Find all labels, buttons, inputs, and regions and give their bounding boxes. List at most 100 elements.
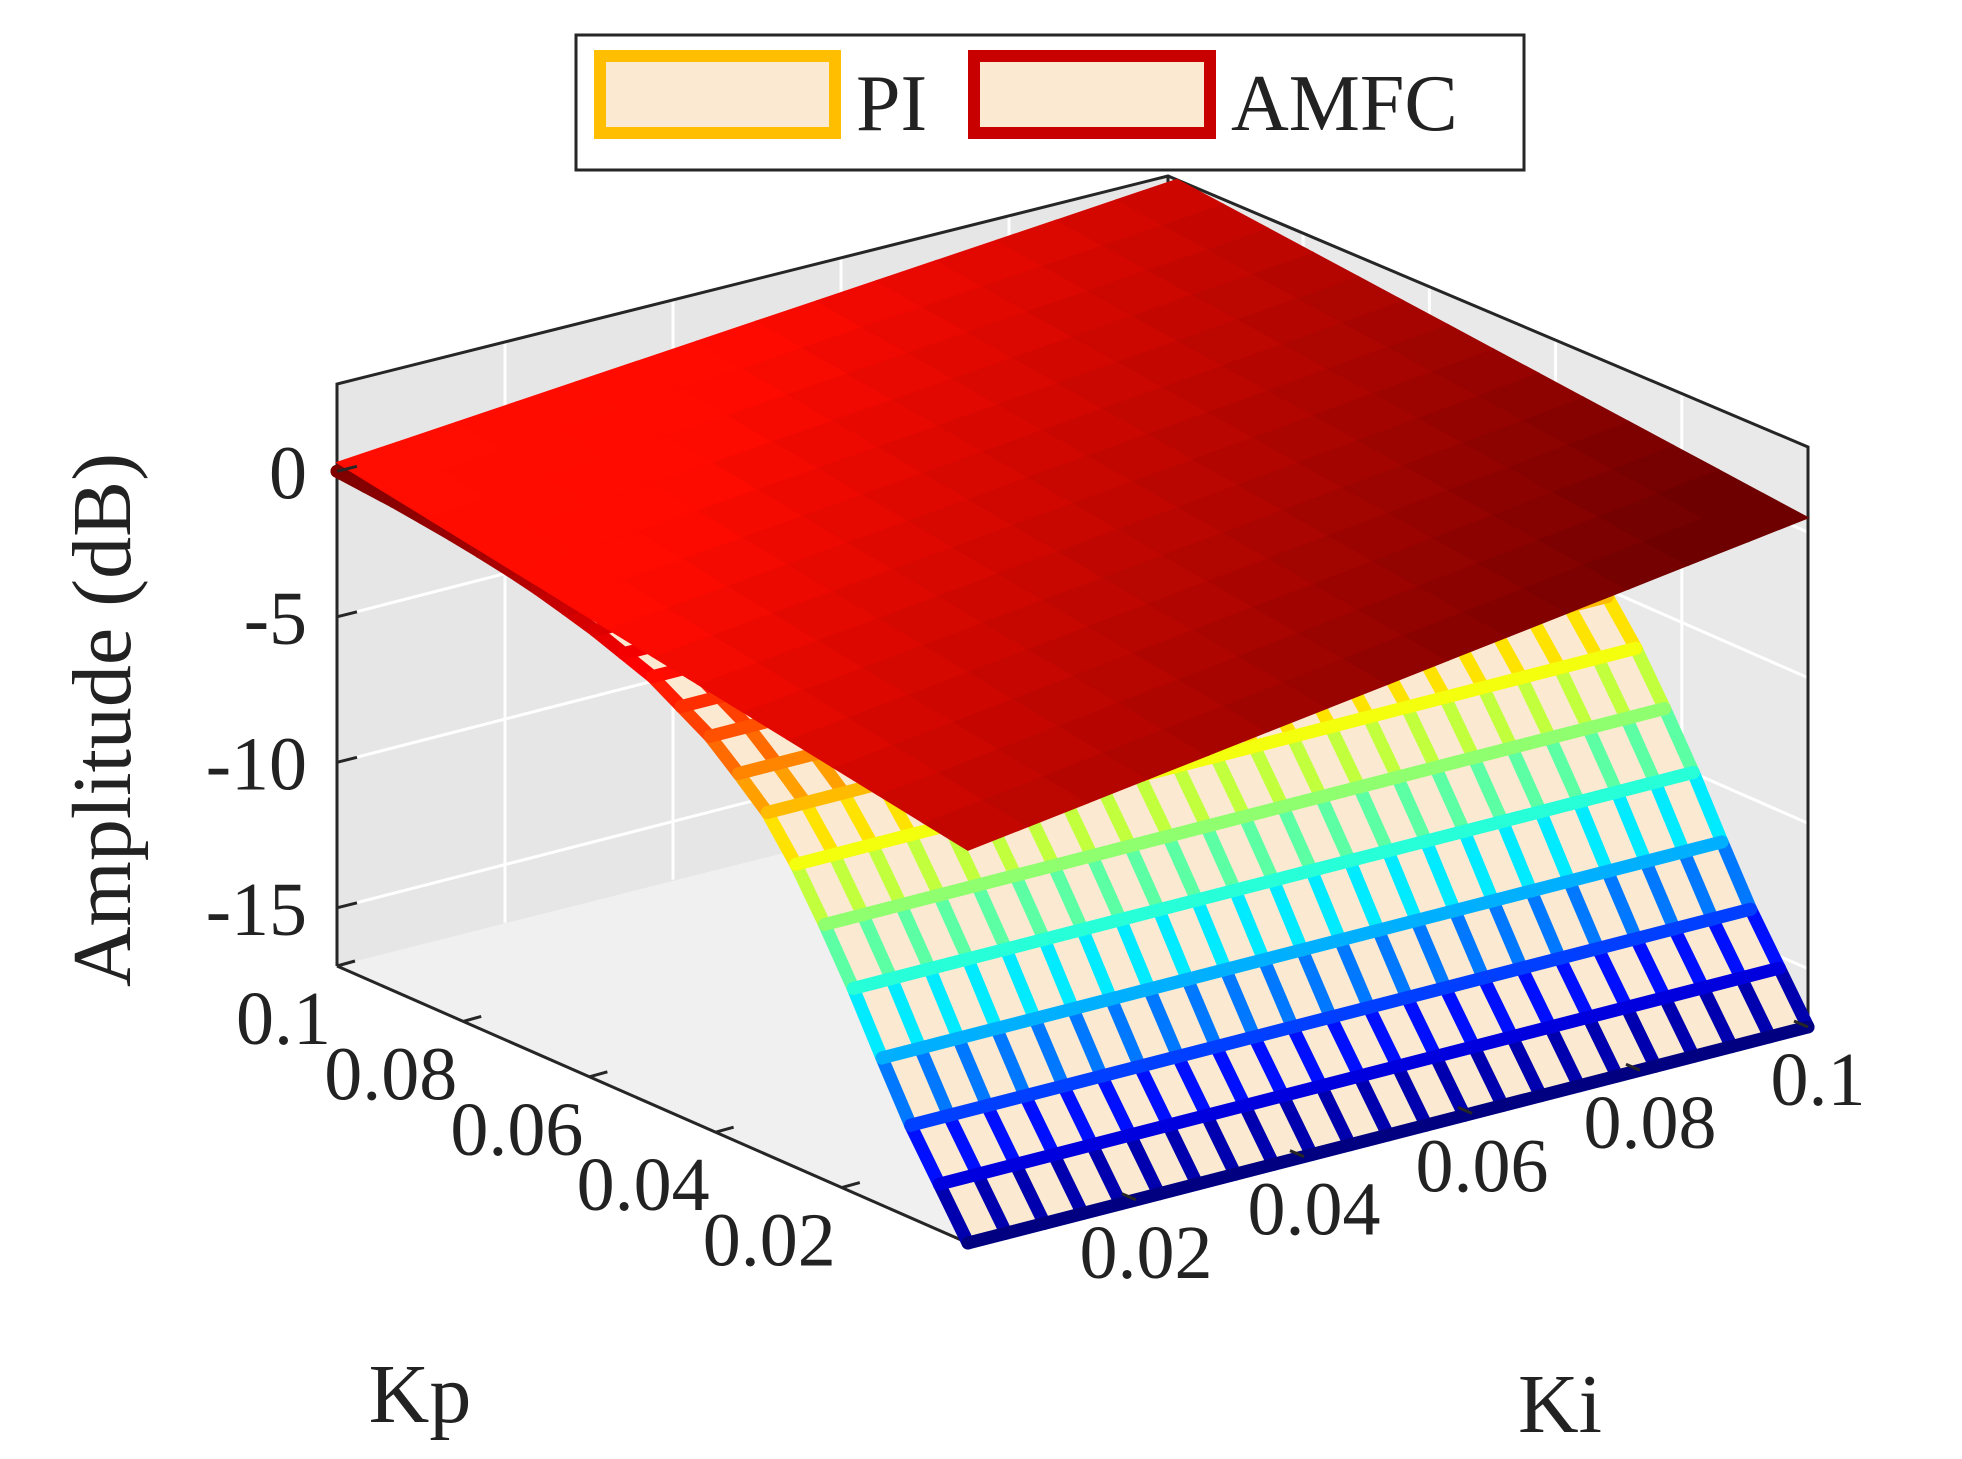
pi-mesh-segment (846, 981, 889, 1065)
pi-mesh-segment (1180, 972, 1223, 1054)
pi-mesh-segment (1047, 859, 1089, 936)
pi-mesh-segment (1581, 1010, 1624, 1083)
pi-mesh-segment (1505, 741, 1548, 819)
kp-tick-mark (715, 1125, 735, 1134)
pi-mesh-segment (875, 1051, 918, 1132)
pi-mesh-segment (1705, 912, 1748, 985)
pi-mesh-segment (1056, 1079, 1099, 1152)
legend-label-pi: PI (856, 60, 927, 148)
pi-mesh-segment (1276, 1089, 1319, 1162)
pi-mesh-segment (1648, 775, 1691, 859)
pi-mesh-segment (1247, 1030, 1290, 1103)
pi-mesh-segment (1619, 711, 1662, 789)
pi-mesh-segment (827, 847, 870, 922)
pi-mesh-segment (1018, 1089, 1061, 1162)
pi-mesh-segment (1715, 835, 1758, 916)
pi-mesh-segment (1476, 681, 1519, 755)
pi-mesh-segment (1104, 992, 1147, 1073)
pi-mesh-line (961, 1020, 1815, 1250)
kp-axis-title: Kp (369, 1348, 472, 1441)
kp-axis-line (336, 964, 969, 1245)
ki-tick-mark (1793, 1019, 1809, 1029)
kp-tick-label: 0.1 (236, 977, 331, 1061)
pi-mesh-segment (1438, 981, 1481, 1054)
pi-mesh-segment (1696, 981, 1739, 1054)
pi-mesh-segment (1133, 769, 1175, 843)
legend-swatch-amfc (968, 50, 1216, 139)
pi-mesh-segment (1562, 599, 1605, 665)
kp-tick-label: 0.06 (450, 1088, 583, 1172)
pi-mesh-segment (1161, 1118, 1204, 1191)
pi-mesh-segment (1534, 805, 1576, 888)
pi-mesh-segment (789, 857, 832, 931)
pi-mesh-segment (1314, 790, 1357, 868)
pi-mesh-line (932, 961, 1786, 1191)
pi-mesh-segment (1476, 971, 1519, 1044)
pi-mesh-segment (1581, 721, 1624, 799)
pi-mesh-segment (1562, 874, 1605, 955)
pi-mesh-segment (1390, 770, 1433, 848)
pi-mesh-segment (1123, 1128, 1166, 1201)
pi-mesh-segment (961, 952, 1003, 1035)
pi-mesh-segment (1514, 671, 1557, 745)
pi-mesh-segment (1085, 1138, 1128, 1211)
pi-mesh-line (875, 835, 1729, 1065)
pi-mesh-segment (1295, 943, 1338, 1024)
z-tick-mark (336, 464, 358, 473)
pi-mesh-segment (1362, 1000, 1404, 1073)
pi-mesh-segment (837, 786, 879, 852)
pi-mesh-segment (1515, 961, 1557, 1034)
pi-mesh-segment (1391, 1059, 1433, 1132)
ki-tick-mark (1457, 1106, 1473, 1115)
ki-tick-label: 0.08 (1584, 1081, 1717, 1165)
pi-mesh-segment (703, 729, 746, 780)
pi-mesh-segment (1438, 690, 1481, 765)
pi-mesh-segment (1553, 661, 1595, 735)
pi-mesh-segment (1314, 1079, 1357, 1152)
pi-mesh-segment (903, 828, 946, 902)
pi-mesh-segment (1219, 963, 1261, 1044)
pi-mesh-segment (856, 908, 898, 986)
pi-mesh-segment (1591, 651, 1633, 725)
pi-mesh-segment (1247, 739, 1290, 814)
surfaces (330, 178, 1815, 1250)
pi-mesh-segment (1266, 873, 1309, 957)
pi-mesh-segment (990, 1021, 1032, 1103)
pi-mesh-segment (770, 757, 812, 810)
pi-mesh-segment (923, 962, 965, 1045)
pi-mesh-segment (1285, 1020, 1328, 1093)
pi-mesh-segment (1429, 1049, 1471, 1122)
ki-tick-label: 0.1 (1771, 1038, 1866, 1122)
legend-label-amfc: AMFC (1231, 60, 1458, 148)
pi-mesh-segment (1238, 1099, 1280, 1171)
pi-mesh-segment (1152, 903, 1194, 986)
pi-mesh-segment (942, 1108, 984, 1181)
pi-mesh-segment (1085, 849, 1128, 927)
pi-mesh-segment (1333, 933, 1376, 1014)
pi-mesh-segment (798, 796, 841, 861)
pi-mesh-segment (1304, 864, 1347, 947)
pi-mesh-segment (1209, 1040, 1252, 1113)
pi-mesh-segment (1200, 1108, 1242, 1181)
kp-tick-mark (588, 1070, 608, 1079)
pi-mesh-segment (1161, 829, 1204, 907)
pi-mesh-segment (1667, 922, 1710, 995)
z-tick-label: -5 (244, 577, 307, 661)
pi-mesh-segment (904, 1118, 946, 1191)
pi-mesh-segment (971, 1167, 1013, 1240)
pi-mesh-segment (1171, 759, 1213, 833)
pi-mesh-segment (1495, 814, 1538, 898)
z-tick-mark (336, 901, 358, 910)
pi-mesh-segment (1543, 731, 1586, 809)
pi-mesh-segment (1075, 922, 1118, 1006)
amfc-surface-patch (1115, 178, 1224, 226)
pi-mesh-line (846, 765, 1700, 995)
pi-mesh-segment (932, 1177, 975, 1250)
ki-tick-mark (1289, 1149, 1305, 1158)
pi-mesh-segment (1505, 1030, 1548, 1103)
pi-mesh-segment (1047, 1148, 1090, 1221)
pi-mesh-segment (732, 766, 774, 820)
pi-mesh-line (818, 701, 1672, 931)
pi-mesh-segment (1276, 800, 1318, 878)
